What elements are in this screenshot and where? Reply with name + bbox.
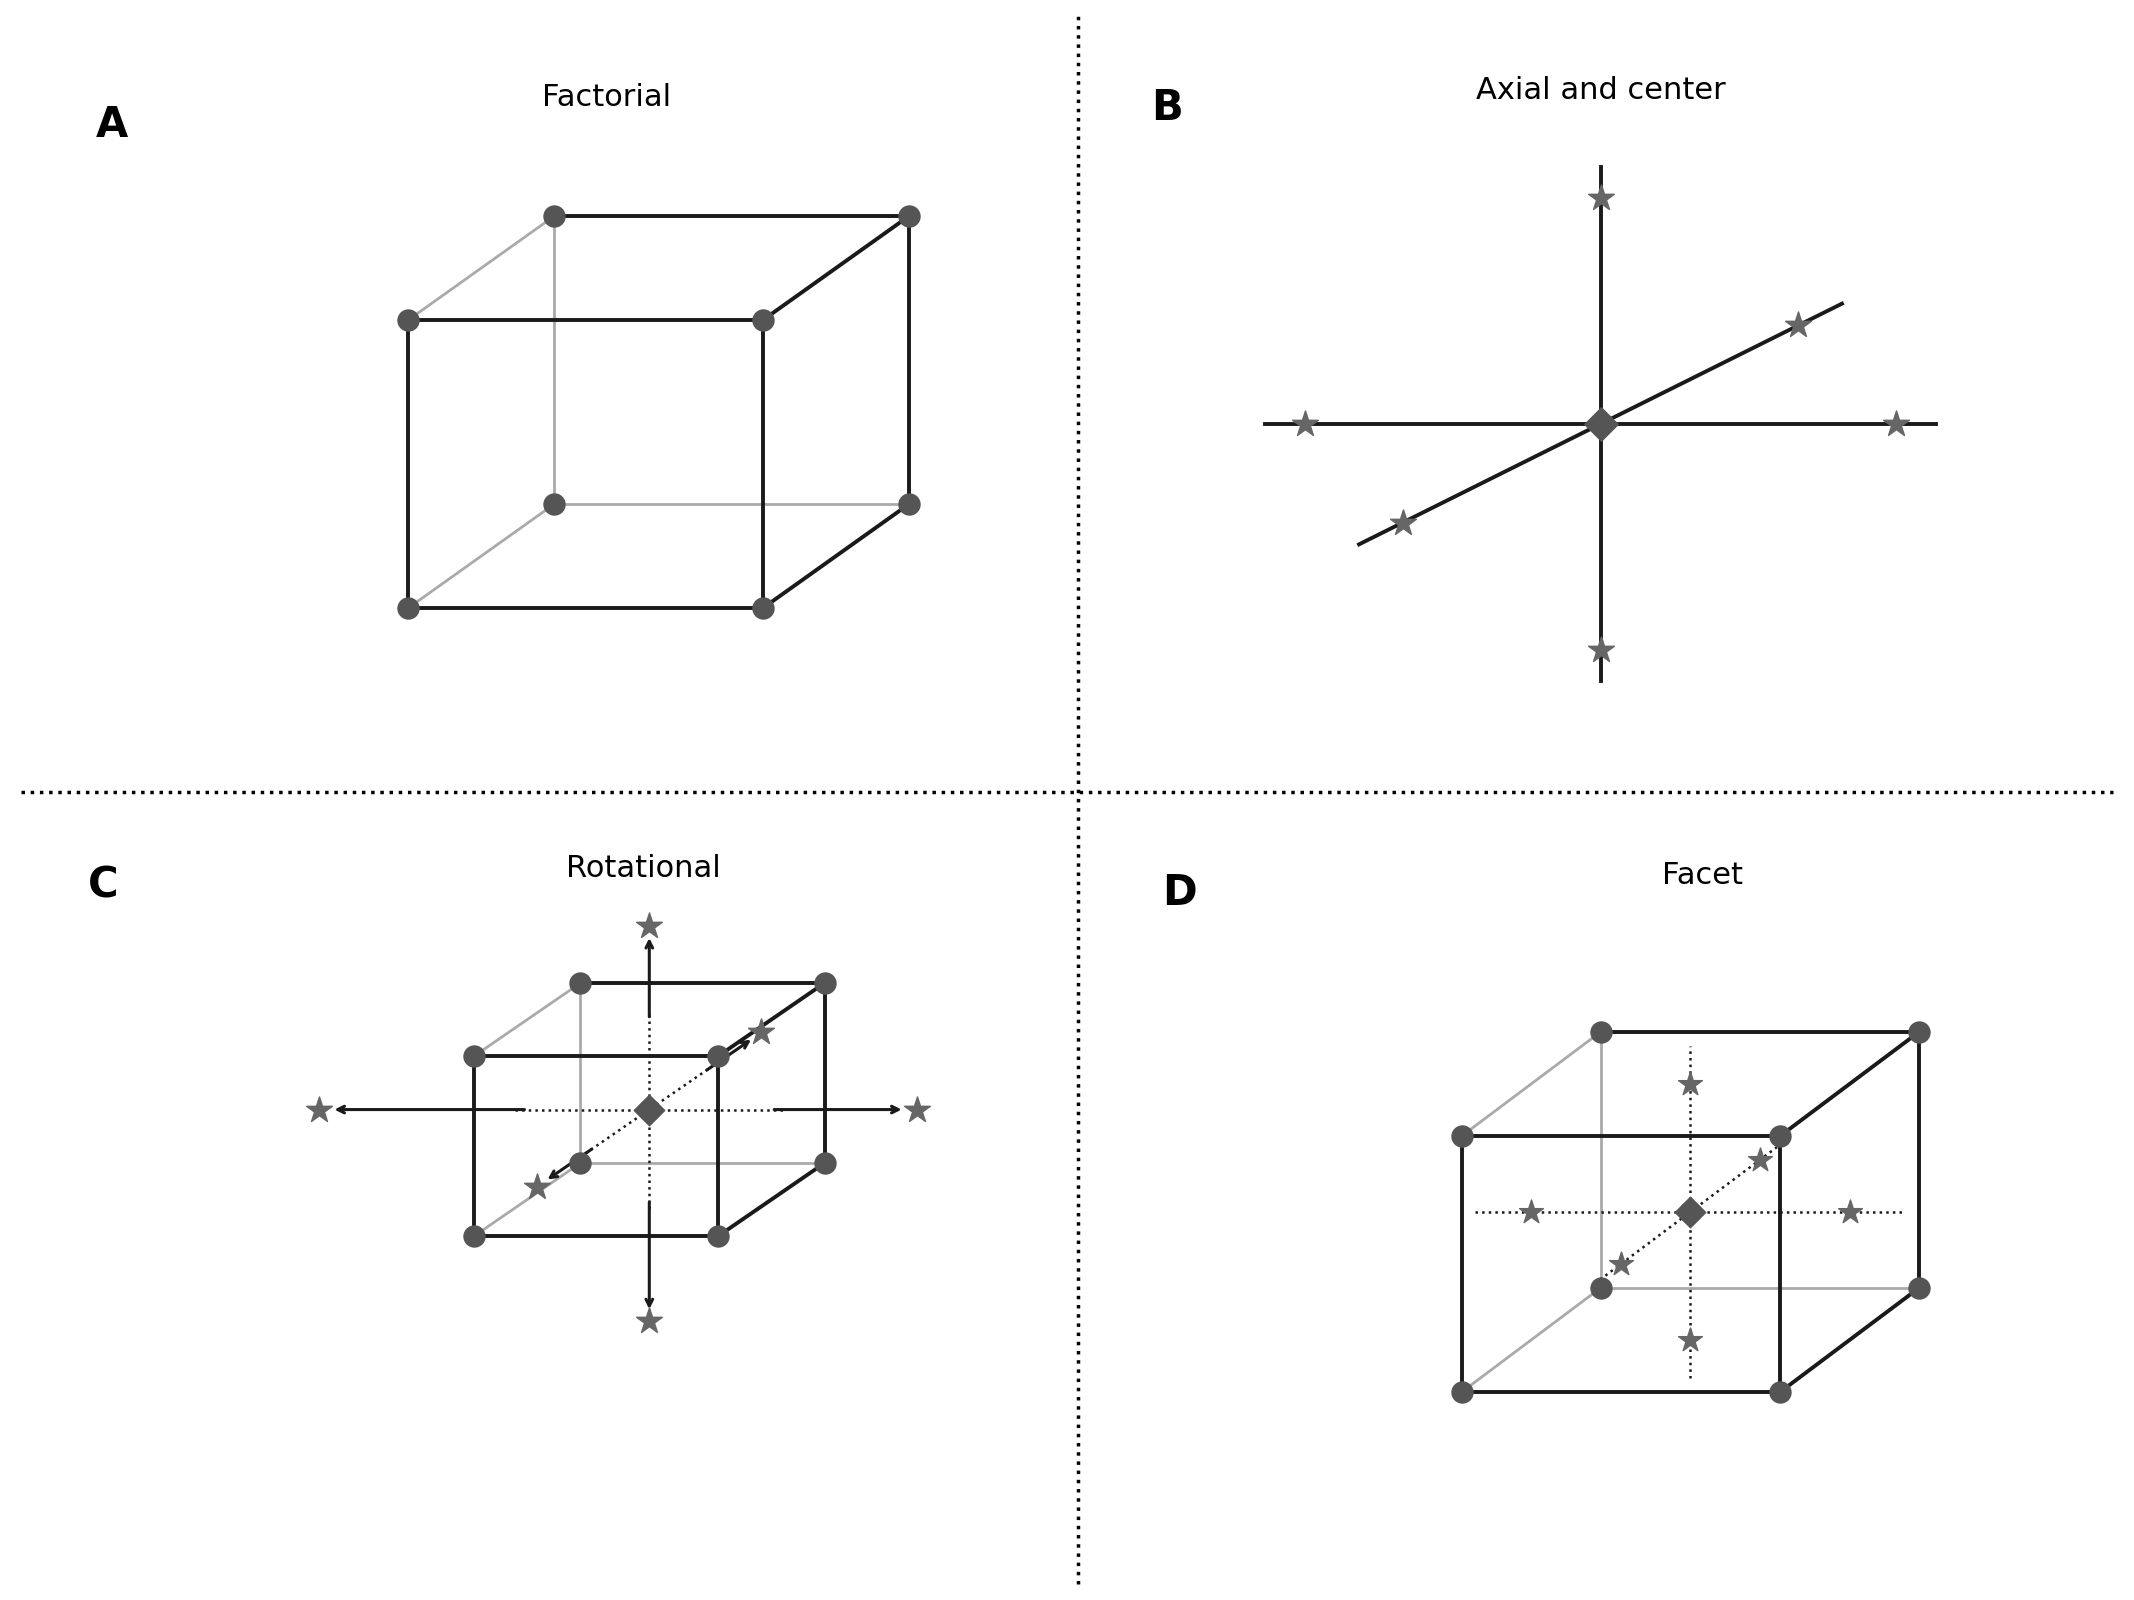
Point (457, 1043, 491, 1069)
Point (632, 1096, 666, 1122)
Point (632, 1309, 666, 1334)
Point (1583, 1275, 1618, 1301)
Point (1763, 1123, 1797, 1149)
Point (702, 1043, 736, 1069)
Point (807, 970, 841, 995)
Point (1901, 1019, 1936, 1045)
Point (1763, 1379, 1797, 1405)
Point (563, 970, 598, 995)
Point (892, 203, 926, 229)
Point (1605, 1251, 1639, 1277)
Text: Facet: Facet (1662, 861, 1743, 890)
Point (1289, 411, 1323, 437)
Point (538, 203, 572, 229)
Point (901, 1096, 935, 1122)
Point (391, 307, 425, 333)
Text: Factorial: Factorial (542, 83, 670, 112)
Point (1673, 1072, 1707, 1098)
Point (632, 914, 666, 939)
Point (1445, 1379, 1479, 1405)
Text: B: B (1150, 86, 1182, 128)
Point (1673, 1200, 1707, 1226)
Point (521, 1174, 555, 1200)
Point (892, 491, 926, 517)
Text: C: C (87, 866, 117, 907)
Point (457, 1224, 491, 1250)
Point (1673, 1200, 1707, 1226)
Point (1901, 1275, 1936, 1301)
Point (1583, 637, 1618, 662)
Point (1385, 510, 1419, 536)
Text: Rotational: Rotational (566, 854, 721, 883)
Text: Axial and center: Axial and center (1475, 77, 1726, 106)
Text: A: A (96, 104, 128, 146)
Point (747, 595, 781, 621)
Point (807, 1150, 841, 1176)
Point (702, 1224, 736, 1250)
Point (745, 1019, 779, 1045)
Point (1583, 186, 1618, 211)
Point (1878, 411, 1912, 437)
Point (391, 595, 425, 621)
Point (632, 1096, 666, 1122)
Point (1445, 1123, 1479, 1149)
Point (303, 1096, 337, 1122)
Text: D: D (1161, 872, 1197, 914)
Point (1743, 1147, 1778, 1173)
Point (747, 307, 781, 333)
Point (1583, 411, 1618, 437)
Point (538, 491, 572, 517)
Point (1513, 1200, 1547, 1226)
Point (1833, 1200, 1867, 1226)
Point (563, 1150, 598, 1176)
Point (1673, 1328, 1707, 1354)
Point (1782, 312, 1816, 338)
Point (1583, 1019, 1618, 1045)
